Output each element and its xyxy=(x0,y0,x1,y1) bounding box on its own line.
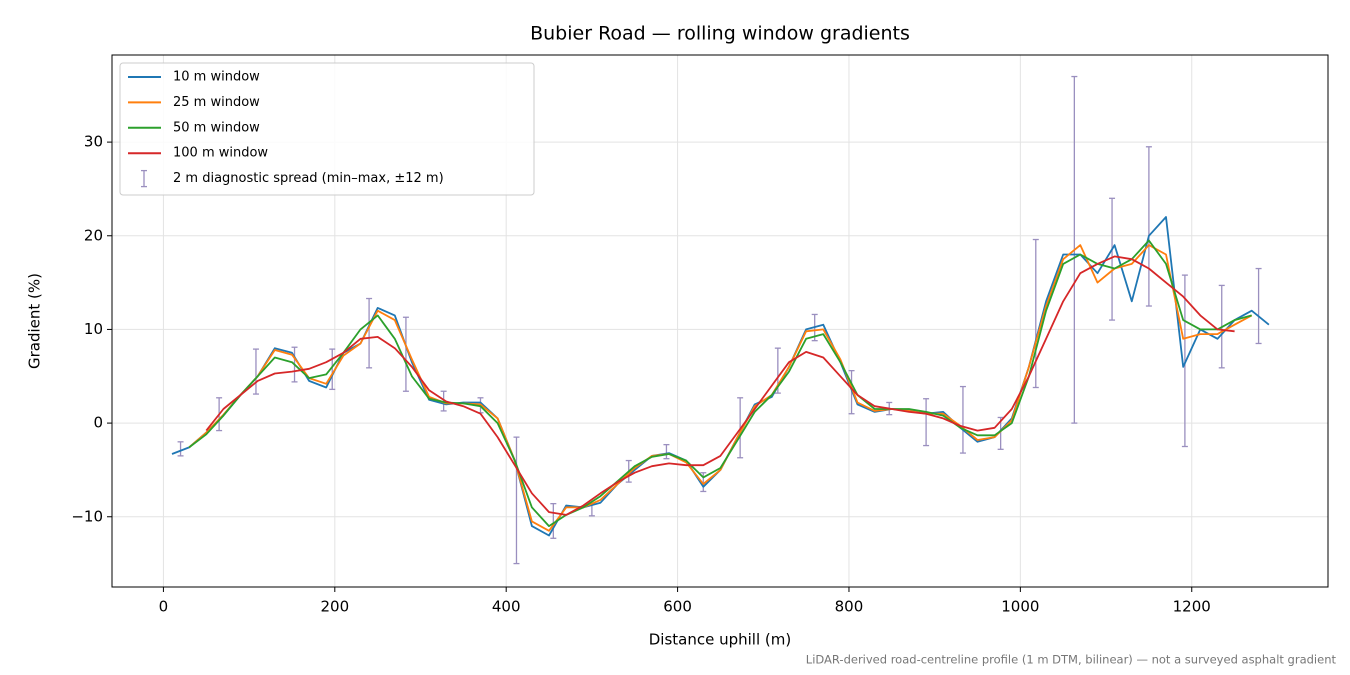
x-tick-label: 200 xyxy=(320,598,349,616)
error-bar xyxy=(959,385,966,454)
legend-swatch xyxy=(141,169,147,188)
error-bar xyxy=(1145,146,1152,307)
legend-label: 50 m window xyxy=(173,120,260,135)
error-bar xyxy=(550,502,557,539)
error-bar xyxy=(252,348,259,395)
x-axis-label: Distance uphill (m) xyxy=(649,631,791,649)
legend-label: 25 m window xyxy=(173,95,260,110)
error-bar xyxy=(329,348,336,391)
x-tick-label: 1200 xyxy=(1173,598,1211,616)
x-tick-label: 800 xyxy=(835,598,864,616)
x-tick-label: 400 xyxy=(492,598,521,616)
y-tick-label: 10 xyxy=(84,320,103,338)
error-bar xyxy=(402,316,409,392)
legend-box xyxy=(119,62,535,196)
error-bar xyxy=(1255,267,1262,345)
chart-title: Bubier Road — rolling window gradients xyxy=(530,23,910,45)
y-tick-label: 30 xyxy=(84,133,103,151)
plot-frame xyxy=(111,54,1329,588)
error-bar xyxy=(1181,274,1188,448)
x-tick-label: 600 xyxy=(663,598,692,616)
error-bar xyxy=(923,398,930,447)
series-line xyxy=(171,216,1270,537)
series-line xyxy=(188,239,1252,527)
error-bar xyxy=(366,297,373,369)
error-bar xyxy=(700,472,707,493)
error-bar xyxy=(177,441,184,457)
footnote: LiDAR-derived road-centreline profile (1… xyxy=(806,653,1337,667)
legend-label: 2 m diagnostic spread (min–max, ±12 m) xyxy=(173,171,444,186)
y-tick-label: 0 xyxy=(93,414,103,432)
error-bar xyxy=(1109,197,1116,321)
y-axis-label: Gradient (%) xyxy=(26,273,44,369)
x-tick-label: 0 xyxy=(159,598,169,616)
series-line xyxy=(205,255,1235,516)
legend-label: 100 m window xyxy=(173,146,268,161)
error-bar xyxy=(997,416,1004,450)
x-tick-label: 1000 xyxy=(1001,598,1039,616)
y-tick-label: −10 xyxy=(71,507,103,525)
series-line xyxy=(188,244,1253,532)
error-bar xyxy=(663,443,670,460)
y-tick-label: 20 xyxy=(84,226,103,244)
error-bar xyxy=(848,369,855,415)
error-bar xyxy=(513,436,520,565)
legend-label: 10 m window xyxy=(173,70,260,85)
